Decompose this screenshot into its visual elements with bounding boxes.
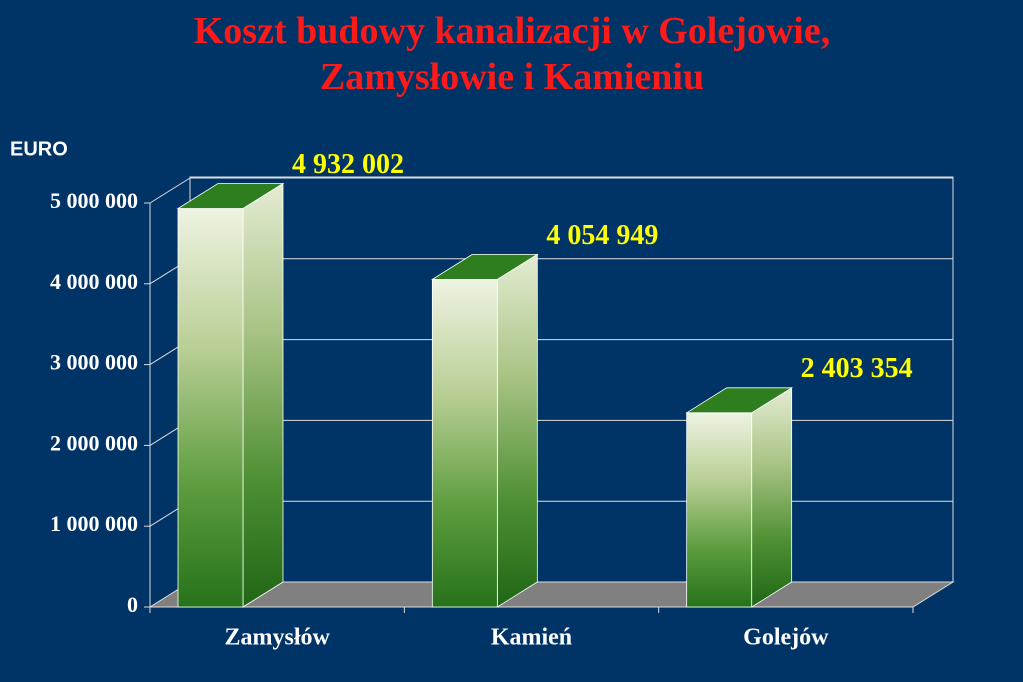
y-axis-label: EURO — [10, 138, 68, 160]
value-label: 2 403 354 — [801, 353, 913, 384]
y-tick-label: 2 000 000 — [50, 430, 138, 455]
bar — [177, 208, 244, 608]
bar-top — [176, 183, 285, 209]
bar — [686, 412, 753, 608]
y-tick-label: 0 — [127, 592, 138, 617]
value-label: 4 932 002 — [292, 149, 404, 180]
bar-top — [430, 253, 539, 280]
bar-side — [496, 253, 538, 608]
x-tick-label: Zamysłów — [224, 625, 330, 651]
y-tick-label: 1 000 000 — [50, 511, 138, 536]
value-label: 4 054 949 — [546, 220, 658, 251]
chart-title: Koszt budowy kanalizacji w Golejowie, Za… — [193, 10, 831, 98]
grid-line-side — [149, 177, 191, 204]
y-tick-label: 5 000 000 — [50, 188, 138, 213]
y-tick-label: 4 000 000 — [50, 269, 138, 294]
x-tick-label: Golejów — [743, 625, 829, 651]
bar-side — [751, 387, 793, 608]
bar — [431, 278, 498, 608]
y-tick-label: 3 000 000 — [50, 350, 138, 375]
bar-top — [685, 387, 794, 414]
bar-side — [242, 182, 284, 608]
x-tick-label: Kamień — [491, 625, 572, 651]
